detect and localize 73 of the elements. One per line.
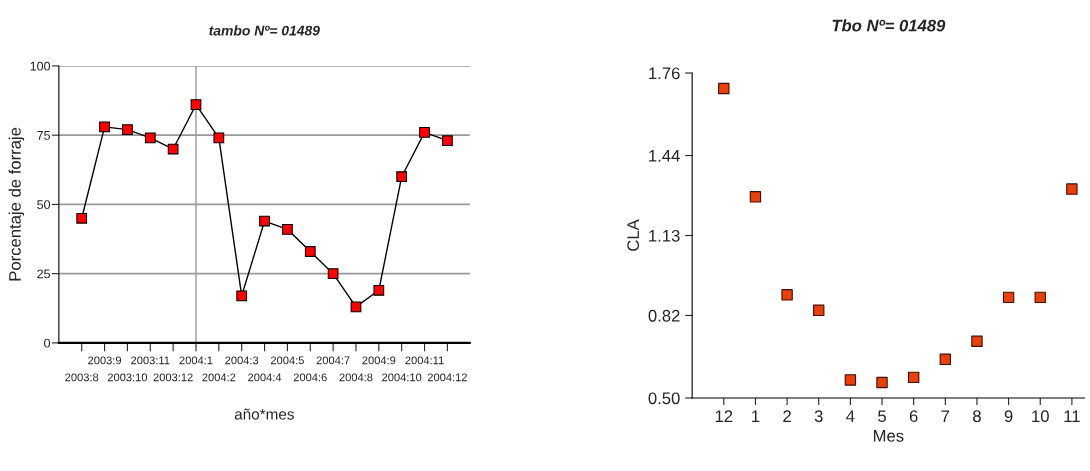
x-tick-label: 2004:9 (362, 356, 396, 365)
x-tick-label: 5 (878, 410, 886, 423)
x-tick-label: 2 (783, 410, 791, 422)
x-tick-label: 12 (715, 410, 733, 422)
y-tick-label: 100 (30, 61, 51, 71)
point (122, 124, 133, 136)
x-tick-label: 2003:9 (88, 356, 122, 365)
point (749, 191, 762, 203)
point (1002, 291, 1015, 304)
point (718, 82, 730, 95)
x-tick-label: 2004:8 (339, 373, 373, 382)
point (813, 304, 825, 317)
point (907, 371, 920, 384)
point (76, 212, 88, 224)
point (167, 143, 179, 155)
y-tick-label: 50 (37, 200, 51, 210)
x-tick-label: 2004:5 (270, 356, 304, 365)
point (373, 284, 385, 296)
point (99, 121, 110, 133)
point (419, 127, 430, 138)
x-tick-label: 3 (814, 410, 823, 423)
x-tick-label: 2004:6 (293, 373, 327, 382)
y-tick-label: 75 (37, 131, 50, 140)
point (236, 290, 248, 302)
chart-title: tambo Nº= 01489 (209, 25, 320, 36)
y-tick-label: 0.50 (648, 392, 680, 405)
x-tick-label: 7 (941, 410, 950, 422)
x-tick-label: 2003:11 (131, 356, 170, 365)
point (876, 376, 888, 389)
y-axis-title: CLA (627, 219, 640, 251)
x-tick-label: 2004:4 (248, 373, 282, 382)
x-tick-label: 2004:7 (316, 356, 350, 365)
point (304, 246, 316, 257)
x-tick-label: 2004:11 (405, 356, 444, 365)
x-tick-label: 6 (909, 410, 918, 423)
point (190, 99, 202, 111)
x-tick-label: 10 (1032, 410, 1049, 423)
x-tick-label: 2003:8 (65, 373, 99, 382)
x-axis-title: Mes (873, 430, 904, 442)
point (844, 374, 857, 386)
point (396, 171, 408, 183)
point (971, 335, 983, 347)
x-tick-label: 2004:2 (202, 373, 236, 382)
y-tick-label: 1.76 (649, 67, 680, 80)
y-axis-title: Porcentaje de forraje (8, 127, 25, 281)
point (144, 132, 156, 144)
x-tick-label: 4 (846, 410, 855, 422)
point (1034, 291, 1046, 304)
x-tick-label: 9 (1004, 410, 1013, 423)
x-tick-label: 1 (752, 410, 760, 422)
point (939, 353, 952, 366)
point (781, 289, 793, 301)
y-tick-label: 25 (37, 269, 50, 279)
y-tick-label: 0 (44, 338, 51, 348)
y-tick-label: 0.82 (648, 309, 680, 322)
chart-title: Tbo Nº= 01489 (832, 19, 946, 32)
x-tick-label: 2004:1 (179, 356, 213, 365)
x-axis-title: año*mes (234, 408, 294, 420)
point (442, 135, 453, 147)
y-tick-label: 1.13 (649, 229, 680, 242)
point (1066, 183, 1078, 195)
point (213, 132, 225, 144)
x-tick-label: 11 (1064, 410, 1080, 422)
point (259, 215, 270, 227)
x-tick-label: 2004:3 (225, 356, 259, 365)
x-tick-label: 2004:10 (382, 373, 422, 382)
x-tick-label: 2003:12 (153, 373, 193, 382)
y-tick-label: 1.44 (649, 150, 680, 162)
point (282, 223, 293, 235)
x-tick-label: 2003:10 (107, 373, 148, 382)
point (327, 268, 339, 280)
x-tick-label: 8 (973, 410, 981, 423)
x-tick-label: 2004:12 (427, 373, 467, 382)
